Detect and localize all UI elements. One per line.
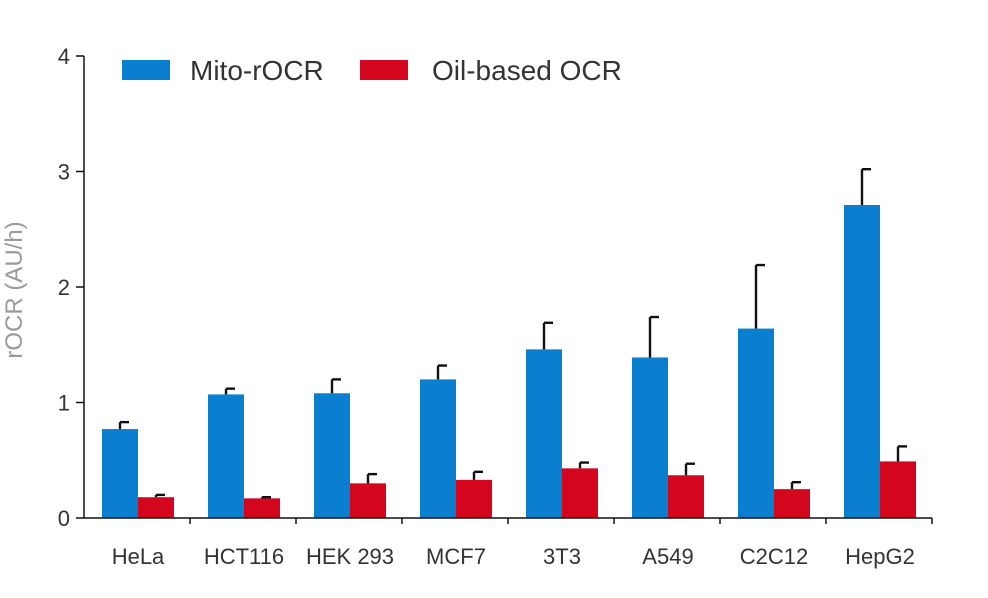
bar-mito-3t3 [526,349,562,518]
x-tick-label: C2C12 [740,544,808,569]
x-tick-label: HEK 293 [306,544,394,569]
bar-mito-hek293 [314,393,350,518]
x-tick-label: HCT116 [204,544,284,569]
legend-swatch-oil-based-ocr [360,60,408,80]
y-axis-label: rOCR (AU/h) [1,221,28,358]
axes-group: HeLa HCT116 HEK 293 MCF7 3T3 A549 C2C12 HepG2 0 1… [58,44,933,569]
bar-mito-c2c12 [738,328,774,518]
y-tick-label: 2 [58,275,70,300]
bar-oil-3t3 [562,468,598,518]
bar-mito-mcf7 [420,379,456,518]
bar-oil-hct116 [244,498,280,518]
bar-mito-hepg2 [844,204,880,518]
x-tick-label: HepG2 [845,544,915,569]
bar-oil-mcf7 [456,479,492,518]
bar-oil-hek293 [350,483,386,518]
legend-label-mito-rocr: Mito-rOCR [190,55,324,86]
legend-label-oil-based-ocr: Oil-based OCR [432,55,622,86]
bar-mito-a549 [632,357,668,518]
bar-oil-hepg2 [880,461,916,518]
y-tick-label: 1 [58,391,70,416]
bars-group [102,167,916,518]
legend: Mito-rOCR Oil-based OCR [122,55,622,86]
bar-oil-a549 [668,475,704,518]
bar-oil-hela [138,497,174,518]
bar-oil-c2c12 [774,489,810,518]
y-tick-label: 3 [58,160,70,185]
y-tick-label: 4 [58,44,70,69]
x-tick-label: 3T3 [543,544,581,569]
x-tick-label: MCF7 [426,544,486,569]
x-tick-label: HeLa [112,544,165,569]
x-tick-label: A549 [642,544,693,569]
y-tick-label: 0 [58,506,70,531]
bar-mito-hela [102,429,138,518]
legend-swatch-mito-rocr [122,60,170,80]
bar-mito-hct116 [208,394,244,518]
